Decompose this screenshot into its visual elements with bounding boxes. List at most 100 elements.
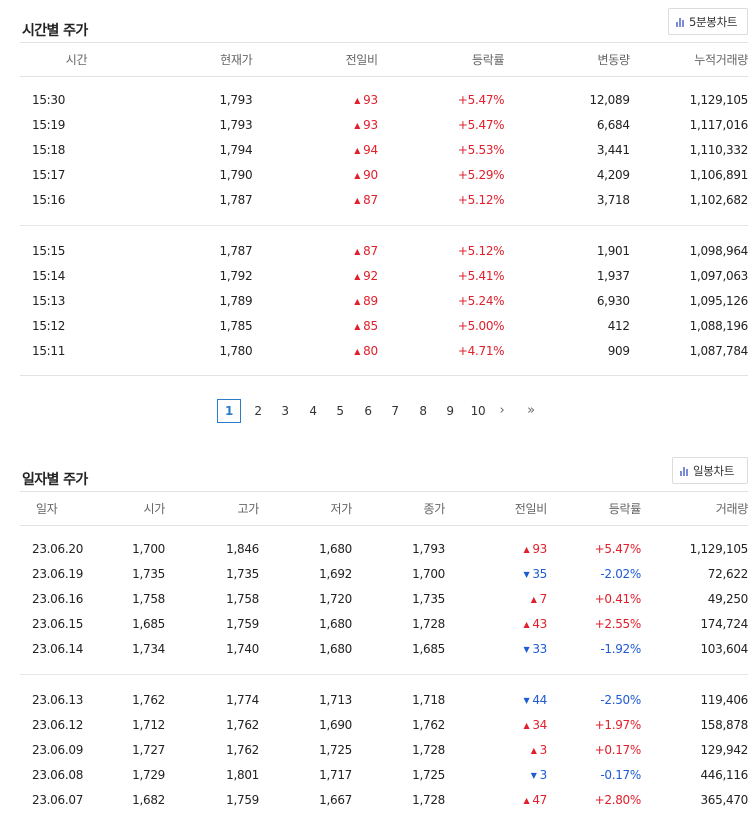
table-row: 23.06.16 1,758 1,758 1,720 1,735 ▲ 7 +0.41% 49,2… xyxy=(20,587,748,612)
rate-cell: +2.80% xyxy=(594,793,642,807)
date-cell: 23.06.12 xyxy=(32,718,84,732)
change-value: 87 xyxy=(363,244,378,258)
page-4-link[interactable]: 4 xyxy=(309,404,317,418)
change-value: 44 xyxy=(532,693,547,707)
triangle-up-icon: ▲ xyxy=(354,121,361,130)
bar-chart-icon xyxy=(680,466,688,476)
daily-header: 일자별 주가 일봉차트 xyxy=(20,457,748,491)
price-cell: 1,793 xyxy=(219,118,253,132)
low-cell: 1,713 xyxy=(319,693,352,707)
time-cell: 15:12 xyxy=(32,319,66,333)
date-cell: 23.06.07 xyxy=(32,793,84,807)
open-cell: 1,735 xyxy=(132,567,165,581)
change-cell: ▼ 3 xyxy=(445,763,548,788)
change-value: 3 xyxy=(539,768,548,782)
col-header-date: 일자 xyxy=(20,491,110,526)
change-value: 47 xyxy=(532,793,547,807)
daily-chart-button[interactable]: 일봉차트 xyxy=(672,457,748,484)
low-cell: 1,725 xyxy=(319,743,352,757)
cum-volume-cell: 1,087,784 xyxy=(689,344,749,358)
table-row: 15:30 1,793 ▲ 93 +5.47% 12,089 1,129,105 xyxy=(20,88,748,113)
col-header-time: 시간 xyxy=(20,42,134,77)
table-row: 15:13 1,789 ▲ 89 +5.24% 6,930 1,095,126 xyxy=(20,289,748,314)
cum-volume-cell: 1,117,016 xyxy=(689,118,749,132)
rate-cell: +5.41% xyxy=(457,269,505,283)
high-cell: 1,774 xyxy=(226,693,259,707)
page-1-link[interactable]: 1 xyxy=(217,399,241,423)
page-2-link[interactable]: 2 xyxy=(254,404,262,418)
col-header-rate: 등락률 xyxy=(377,42,505,77)
cum-volume-cell: 1,102,682 xyxy=(689,193,749,207)
rate-cell: +5.47% xyxy=(457,93,505,107)
time-cell: 15:11 xyxy=(32,344,66,358)
price-cell: 1,793 xyxy=(219,93,253,107)
change-value: 93 xyxy=(363,118,378,132)
triangle-up-icon: ▲ xyxy=(354,322,361,331)
change-value: 89 xyxy=(363,294,378,308)
close-cell: 1,762 xyxy=(412,718,445,732)
rate-cell: +1.97% xyxy=(594,718,642,732)
volume-cell: 49,250 xyxy=(707,592,749,606)
daily-header-row: 일자 시가 고가 저가 종가 전일비 등락률 거래량 xyxy=(20,491,748,526)
open-cell: 1,762 xyxy=(132,693,165,707)
rate-cell: +5.12% xyxy=(457,244,505,258)
col-header-daily-volume: 거래량 xyxy=(641,491,748,526)
row-spacer xyxy=(20,526,748,537)
change-cell: ▲ 3 xyxy=(445,738,548,763)
change-cell: ▲ 7 xyxy=(445,587,548,612)
table-row: 23.06.15 1,685 1,759 1,680 1,728 ▲ 43 +2.55% 174… xyxy=(20,612,748,637)
five-minute-chart-button[interactable]: 5분봉차트 xyxy=(668,8,748,35)
col-header-price: 현재가 xyxy=(133,42,253,77)
volume-cell: 6,684 xyxy=(596,118,630,132)
time-cell: 15:14 xyxy=(32,269,66,283)
high-cell: 1,758 xyxy=(226,592,259,606)
col-header-cum-volume: 누적거래량 xyxy=(629,42,748,77)
cum-volume-cell: 1,097,063 xyxy=(689,269,749,283)
change-cell: ▲ 85 xyxy=(252,314,378,339)
page-8-link[interactable]: 8 xyxy=(419,404,427,418)
change-value: 85 xyxy=(363,319,378,333)
daily-title: 일자별 주가 xyxy=(22,472,88,488)
intraday-title: 시간별 주가 xyxy=(22,23,88,39)
low-cell: 1,680 xyxy=(319,617,352,631)
next-page-icon[interactable]: › xyxy=(499,403,505,418)
volume-cell: 72,622 xyxy=(707,567,749,581)
volume-cell: 119,406 xyxy=(700,693,748,707)
change-cell: ▲ 94 xyxy=(252,138,378,163)
col-header-volume: 변동량 xyxy=(504,42,630,77)
table-row: 23.06.08 1,729 1,801 1,717 1,725 ▼ 3 -0.17% 446,… xyxy=(20,763,748,788)
triangle-up-icon: ▲ xyxy=(523,721,530,730)
change-cell: ▲ 92 xyxy=(252,264,378,289)
low-cell: 1,720 xyxy=(319,592,352,606)
close-cell: 1,728 xyxy=(412,617,445,631)
open-cell: 1,727 xyxy=(132,743,165,757)
low-cell: 1,717 xyxy=(319,768,352,782)
page-9-link[interactable]: 9 xyxy=(446,404,454,418)
cum-volume-cell: 1,129,105 xyxy=(689,93,749,107)
volume-cell: 1,901 xyxy=(596,244,630,258)
last-page-icon[interactable]: » xyxy=(527,403,535,418)
triangle-up-icon: ▲ xyxy=(530,595,537,604)
intraday-header-row: 시간 현재가 전일비 등락률 변동량 누적거래량 xyxy=(20,42,748,77)
page-3-link[interactable]: 3 xyxy=(281,404,289,418)
row-spacer xyxy=(20,213,748,226)
volume-cell: 158,878 xyxy=(700,718,748,732)
open-cell: 1,729 xyxy=(132,768,165,782)
triangle-up-icon: ▲ xyxy=(354,171,361,180)
page-10-link[interactable]: 10 xyxy=(470,404,486,418)
page-6-link[interactable]: 6 xyxy=(364,404,372,418)
date-cell: 23.06.09 xyxy=(32,743,84,757)
date-cell: 23.06.14 xyxy=(32,642,84,656)
rate-cell: +4.71% xyxy=(457,344,505,358)
change-cell: ▼ 35 xyxy=(445,562,547,587)
rate-cell: +5.12% xyxy=(457,193,505,207)
col-header-daily-change: 전일비 xyxy=(445,491,547,526)
table-row: 15:14 1,792 ▲ 92 +5.41% 1,937 1,097,063 xyxy=(20,264,748,289)
change-cell: ▲ 93 xyxy=(252,88,378,113)
close-cell: 1,793 xyxy=(412,542,445,556)
volume-cell: 3,718 xyxy=(596,193,630,207)
low-cell: 1,690 xyxy=(319,718,352,732)
page-7-link[interactable]: 7 xyxy=(391,404,399,418)
page-5-link[interactable]: 5 xyxy=(336,404,344,418)
date-cell: 23.06.08 xyxy=(32,768,84,782)
